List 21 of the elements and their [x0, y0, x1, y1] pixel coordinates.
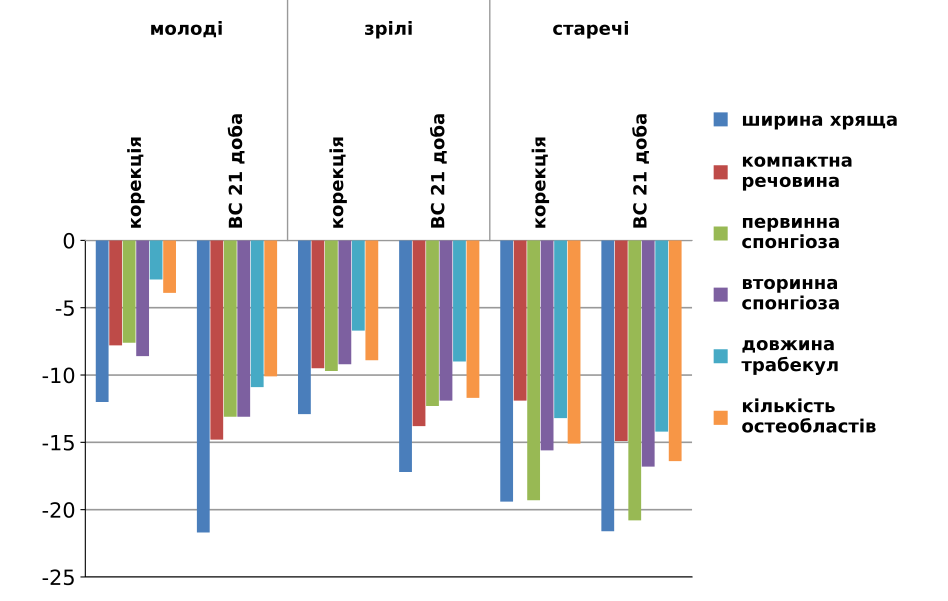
x-tick-label: ВС 21 доба	[632, 114, 649, 228]
text: старечі	[553, 20, 628, 38]
y-tick-label: -5	[56, 300, 74, 316]
x-tick-label: корекція	[329, 138, 347, 228]
x-tick-label: ВС 21 доба	[228, 114, 244, 228]
x-tick-label: корекція	[532, 138, 550, 228]
y-tick-label: -15	[42, 435, 74, 451]
text: молоді	[151, 20, 222, 38]
x-tick-label: корекція	[127, 138, 145, 228]
text: зрілі	[365, 20, 412, 38]
legend-label: кількість остеобластів	[742, 398, 876, 433]
legend-label: вторинна спонгіоза	[742, 278, 839, 310]
legend-label: ширина хряща	[742, 116, 897, 130]
legend-label: компактна речовина	[742, 156, 852, 191]
y-tick-label: -25	[42, 569, 74, 586]
legend-label: довжина трабекул	[742, 340, 838, 375]
x-tick-label: ВС 21 доба	[430, 114, 447, 228]
legend-label: первинна спонгіоза	[742, 218, 839, 248]
y-tick-label: -20	[42, 502, 74, 518]
y-tick-label: 0	[64, 232, 74, 249]
y-tick-label: -10	[42, 367, 74, 384]
